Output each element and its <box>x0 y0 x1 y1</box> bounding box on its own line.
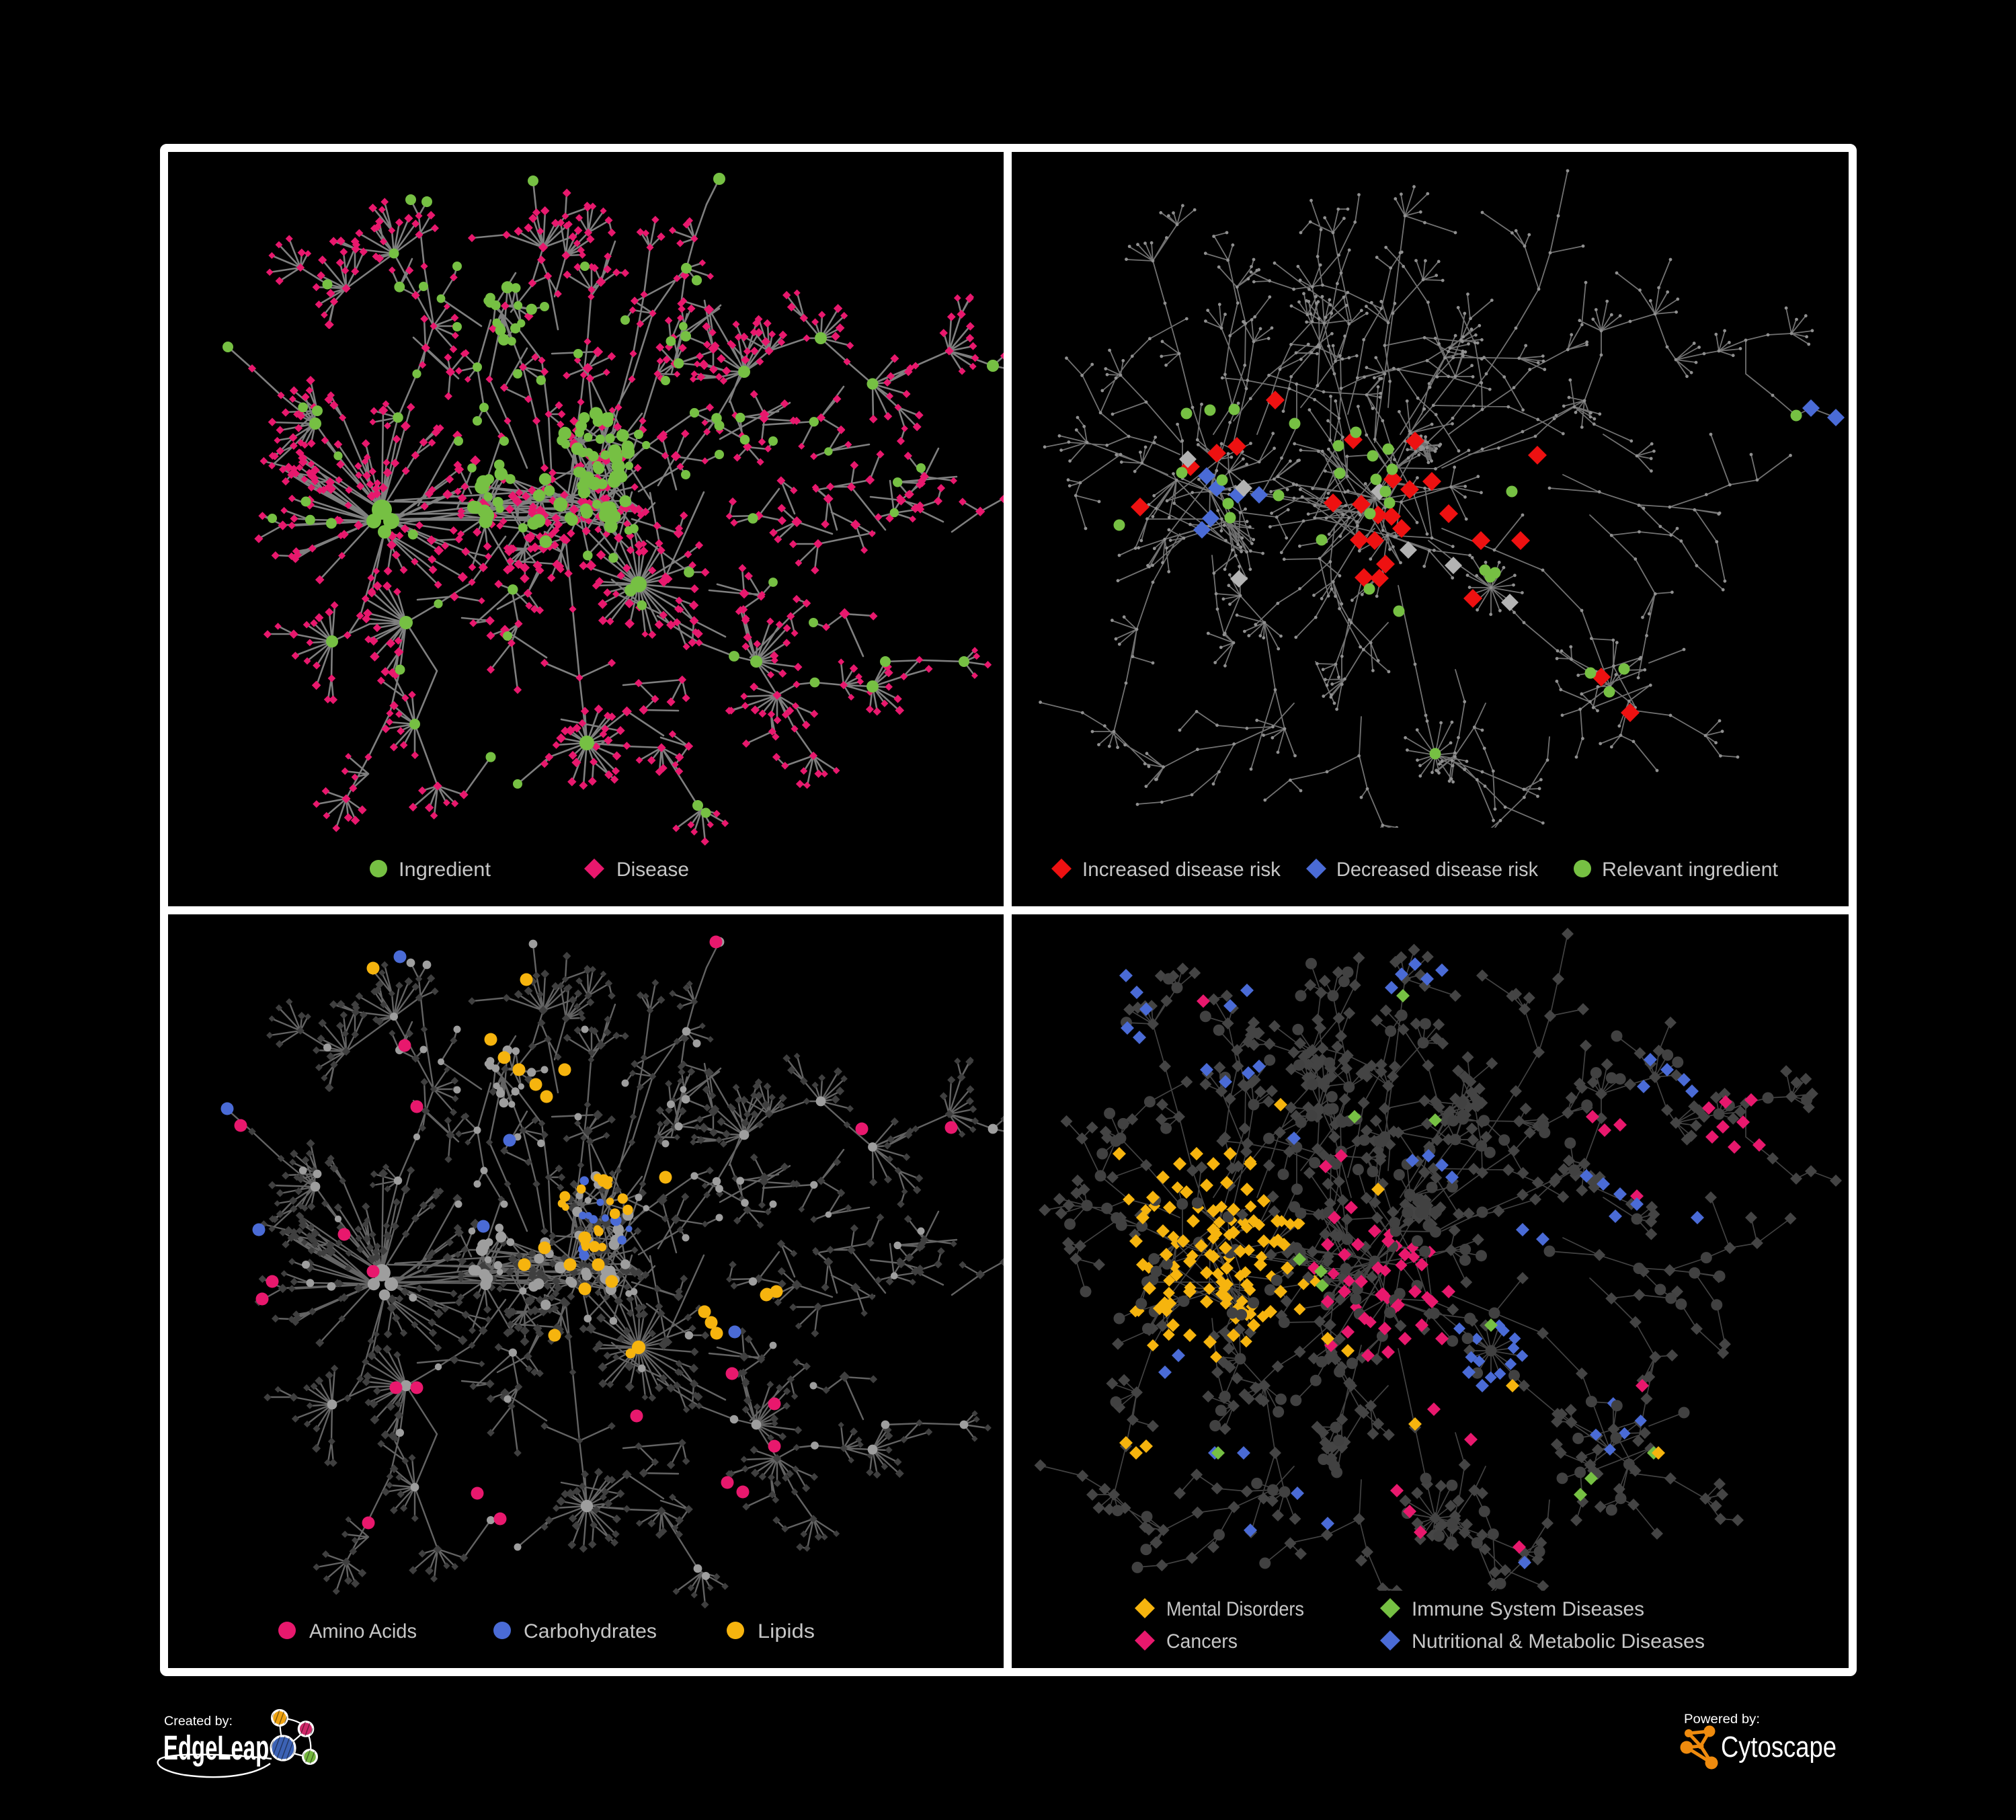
svg-text:Disease: Disease <box>616 859 689 881</box>
svg-text:EdgeLeap: EdgeLeap <box>163 1729 269 1768</box>
svg-text:Cytoscape: Cytoscape <box>1721 1731 1837 1764</box>
svg-text:Cancers: Cancers <box>1166 1630 1238 1653</box>
svg-text:Powered by:: Powered by: <box>1684 1712 1760 1727</box>
svg-text:Decreased disease risk: Decreased disease risk <box>1336 859 1539 881</box>
svg-text:Lipids: Lipids <box>758 1620 815 1643</box>
svg-text:Mental Disorders: Mental Disorders <box>1166 1598 1304 1620</box>
svg-text:Carbohydrates: Carbohydrates <box>524 1620 657 1643</box>
svg-text:Created by:: Created by: <box>164 1714 233 1729</box>
svg-text:Amino Acids: Amino Acids <box>309 1620 417 1643</box>
svg-text:Relevant ingredient: Relevant ingredient <box>1602 859 1779 881</box>
svg-text:Ingredient: Ingredient <box>399 859 491 881</box>
svg-text:Increased disease risk: Increased disease risk <box>1082 859 1281 881</box>
svg-text:Immune System Diseases: Immune System Diseases <box>1412 1598 1644 1620</box>
svg-text:Nutritional & Metabolic Diseas: Nutritional & Metabolic Diseases <box>1412 1630 1705 1653</box>
